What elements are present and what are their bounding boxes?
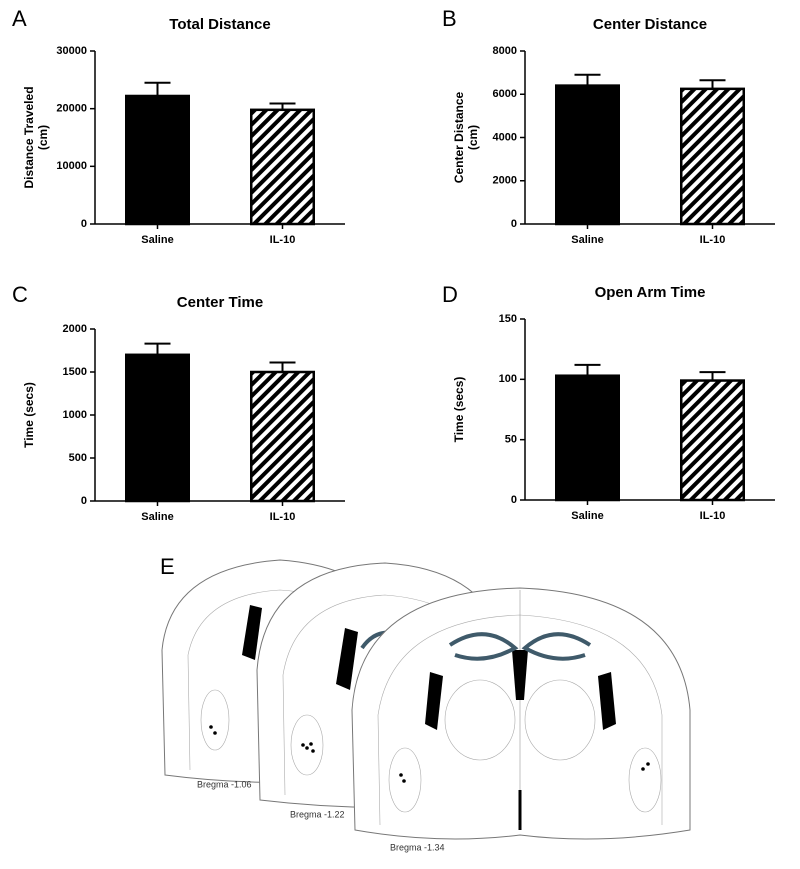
site-dot [309, 742, 313, 746]
bar [250, 370, 315, 503]
thalamus [524, 679, 596, 761]
y-tick-label: 2000 [63, 323, 87, 335]
site-dot [641, 767, 645, 771]
x-tick-label: Saline [141, 511, 173, 523]
x-tick-label: IL-10 [700, 234, 726, 246]
y-tick-label: 4000 [493, 131, 517, 143]
ventricle [242, 605, 262, 660]
chart-title: Center Time [177, 294, 263, 311]
y-tick-label: 1000 [63, 409, 87, 421]
bar [250, 108, 315, 226]
chart-title: Open Arm Time [595, 284, 706, 301]
ventricle [598, 672, 616, 730]
panel-letter: D [442, 282, 458, 307]
y-tick-label: 100 [499, 373, 517, 385]
bar [680, 87, 745, 226]
y-tick-label: 6000 [493, 88, 517, 100]
y-tick-label: 30000 [56, 45, 87, 57]
brain-diagram: E Bregma -1.06 [160, 554, 691, 852]
brain-section [351, 587, 691, 840]
y-tick-label: 0 [81, 218, 87, 230]
amygdala [628, 747, 662, 813]
hippocampus [521, 632, 592, 661]
site-dot [305, 746, 309, 750]
site-dot [301, 743, 305, 747]
panel-letter: E [160, 554, 175, 579]
section-label: Bregma -1.22 [290, 809, 345, 819]
y-tick-label: 50 [505, 434, 517, 446]
chart-title: Total Distance [169, 16, 270, 33]
bar [555, 84, 620, 226]
ventricle [336, 628, 358, 690]
bar [125, 353, 190, 503]
section-label: Bregma -1.06 [197, 779, 252, 789]
y-axis-label: (cm) [466, 125, 480, 150]
y-tick-label: 1500 [63, 366, 87, 378]
panel-letter: B [442, 6, 457, 31]
panel-letter: C [12, 282, 28, 307]
y-tick-label: 0 [511, 218, 517, 230]
site-dot [213, 731, 217, 735]
y-axis-label: Center Distance [452, 91, 466, 183]
x-tick-label: IL-10 [270, 511, 296, 523]
section-label: Bregma -1.34 [390, 842, 445, 852]
amygdala [200, 689, 230, 751]
y-tick-label: 500 [69, 452, 87, 464]
y-tick-label: 2000 [493, 175, 517, 187]
ventricle [425, 672, 443, 730]
y-tick-label: 0 [511, 494, 517, 506]
bar [125, 94, 190, 226]
thalamus [444, 679, 516, 761]
x-tick-label: Saline [571, 234, 603, 246]
y-tick-label: 150 [499, 313, 517, 325]
chart-title: Center Distance [593, 16, 707, 33]
x-tick-label: Saline [571, 510, 603, 522]
site-dot [209, 725, 213, 729]
y-axis-label: Time (secs) [452, 377, 466, 443]
x-tick-label: IL-10 [700, 510, 726, 522]
x-tick-label: IL-10 [270, 234, 296, 246]
panel-letter: A [12, 6, 27, 31]
y-axis-label: (cm) [36, 125, 50, 150]
amygdala [290, 714, 324, 776]
y-axis-label: Distance Traveled [22, 86, 36, 188]
site-dot [311, 749, 315, 753]
site-dot [646, 762, 650, 766]
y-axis-label: Time (secs) [22, 382, 36, 448]
y-tick-label: 8000 [493, 45, 517, 57]
ventricle [512, 650, 528, 700]
site-dot [402, 779, 406, 783]
site-dot [399, 773, 403, 777]
bar [680, 379, 745, 502]
y-tick-label: 20000 [56, 103, 87, 115]
y-tick-label: 10000 [56, 160, 87, 172]
amygdala [388, 747, 422, 813]
x-tick-label: Saline [141, 234, 173, 246]
hippocampus [448, 632, 519, 661]
bar [555, 374, 620, 502]
y-tick-label: 0 [81, 495, 87, 507]
